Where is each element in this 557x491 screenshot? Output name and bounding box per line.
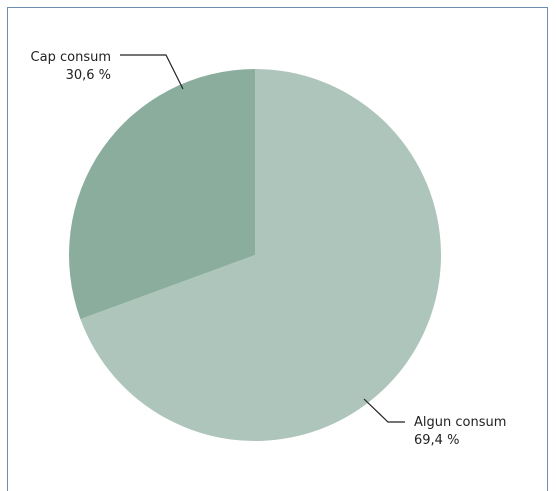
pie-slices	[69, 69, 442, 442]
leader-line-algun-consum	[363, 398, 405, 423]
slice-label-algun-consum: Algun consum	[414, 415, 506, 430]
slice-value-algun-consum: 69,4 %	[414, 433, 459, 448]
leader-line-cap-consum	[120, 54, 184, 90]
slice-label-cap-consum: Cap consum	[31, 50, 111, 65]
chart-frame	[7, 7, 548, 491]
pie-slice-cap-consum	[69, 69, 255, 320]
pie-slice-algun-consum	[80, 69, 442, 442]
slice-value-cap-consum: 30,6 %	[66, 68, 111, 83]
